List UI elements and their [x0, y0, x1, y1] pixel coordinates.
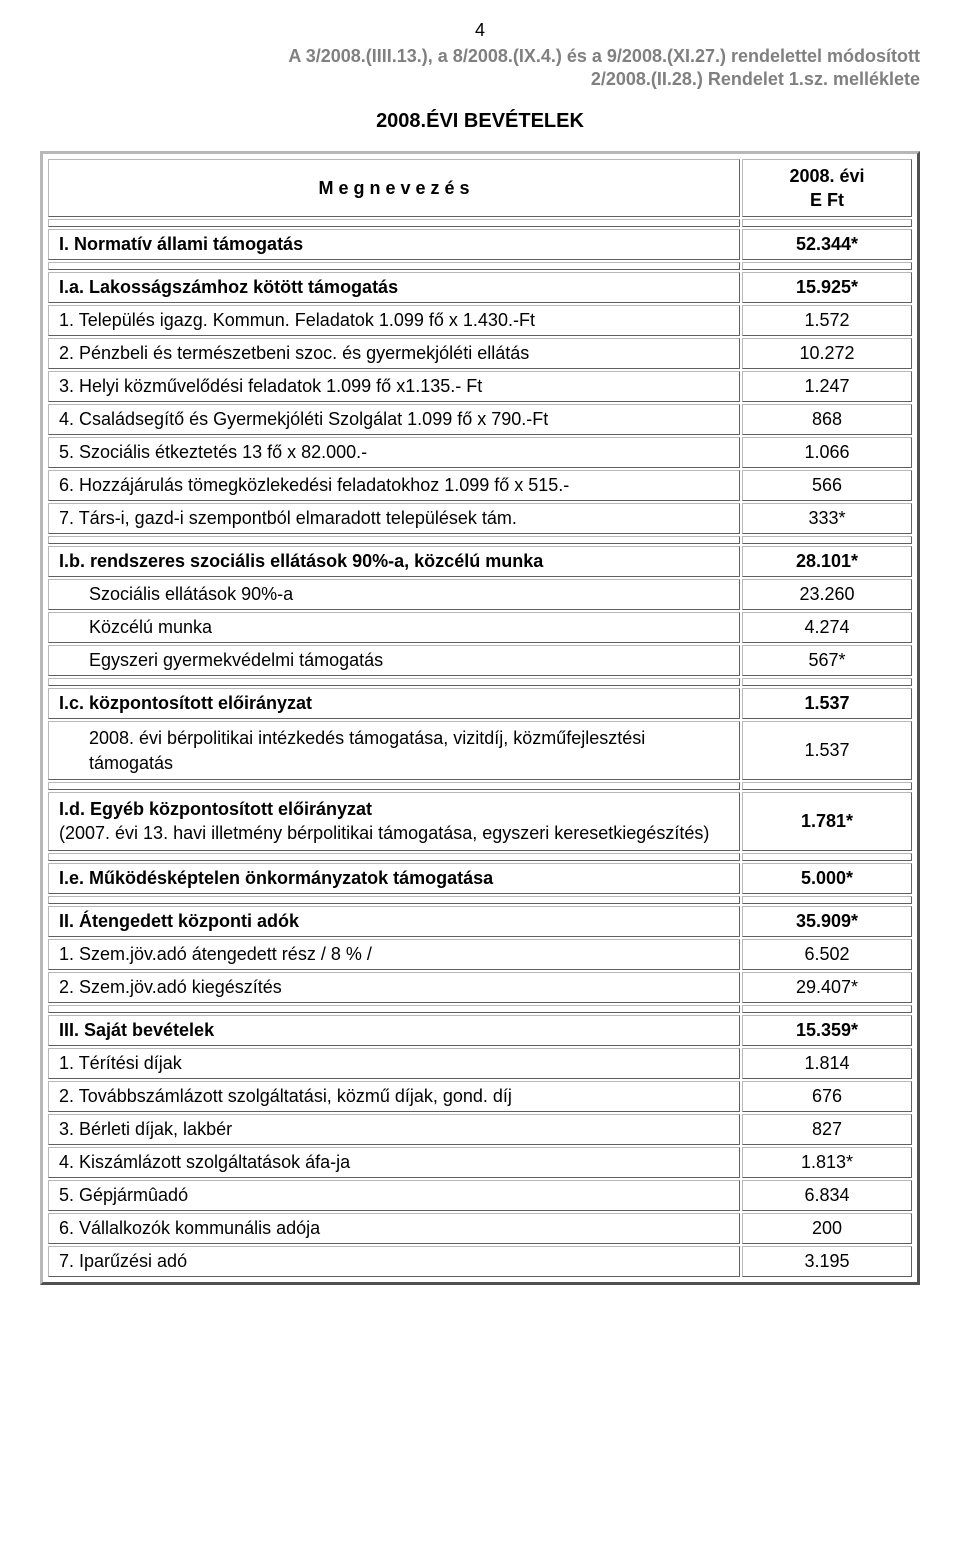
row-label: 1. Szem.jöv.adó átengedett rész / 8 % /	[48, 939, 740, 970]
table-row: 6. Hozzájárulás tömegközlekedési feladat…	[48, 470, 912, 501]
row-value: 6.834	[742, 1180, 912, 1211]
table-row: I.e. Működésképtelen önkormányzatok támo…	[48, 863, 912, 894]
doc-title: 2008.ÉVI BEVÉTELEK	[40, 110, 920, 133]
row-label: Szociális ellátások 90%-a	[48, 579, 740, 610]
table-row: I.b. rendszeres szociális ellátások 90%-…	[48, 546, 912, 577]
table-row: 2. Pénzbeli és természetbeni szoc. és gy…	[48, 338, 912, 369]
row-label: I.b. rendszeres szociális ellátások 90%-…	[48, 546, 740, 577]
row-value: 567*	[742, 645, 912, 676]
row-label: 2. Szem.jöv.adó kiegészítés	[48, 972, 740, 1003]
table-row: I.a. Lakosságszámhoz kötött támogatás 15…	[48, 272, 912, 303]
table-row: I.d. Egyéb központosított előirányzat (2…	[48, 792, 912, 851]
table-row: 1. Térítési díjak1.814	[48, 1048, 912, 1079]
table-row: Közcélú munka4.274	[48, 612, 912, 643]
row-label: 4. Kiszámlázott szolgáltatások áfa-ja	[48, 1147, 740, 1178]
row-label: 2. Továbbszámlázott szolgáltatási, közmű…	[48, 1081, 740, 1112]
budget-table: M e g n e v e z é s 2008. évi E Ft I. No…	[46, 157, 914, 1279]
header-value: 2008. évi E Ft	[742, 159, 912, 218]
row-value: 1.813*	[742, 1147, 912, 1178]
row-label: 5. Szociális étkeztetés 13 fő x 82.000.-	[48, 437, 740, 468]
row-label: 3. Helyi közművelődési feladatok 1.099 f…	[48, 371, 740, 402]
row-value: 52.344*	[742, 229, 912, 260]
table-row: 2. Továbbszámlázott szolgáltatási, közmű…	[48, 1081, 912, 1112]
table-row: I. Normatív állami támogatás 52.344*	[48, 229, 912, 260]
row-label: 6. Vállalkozók kommunális adója	[48, 1213, 740, 1244]
row-label: I.c. központosított előirányzat	[48, 688, 740, 719]
id-detail: (2007. évi 13. havi illetmény bérpolitik…	[59, 823, 709, 843]
row-value: 1.066	[742, 437, 912, 468]
row-value: 868	[742, 404, 912, 435]
table-row: 1. Település igazg. Kommun. Feladatok 1.…	[48, 305, 912, 336]
row-label: 3. Bérleti díjak, lakbér	[48, 1114, 740, 1145]
row-label: III. Saját bevételek	[48, 1015, 740, 1046]
table-row: 2008. évi bérpolitikai intézkedés támoga…	[48, 721, 912, 780]
row-value: 15.359*	[742, 1015, 912, 1046]
row-label: II. Átengedett központi adók	[48, 906, 740, 937]
row-label: 5. Gépjármûadó	[48, 1180, 740, 1211]
header-label: M e g n e v e z é s	[48, 159, 740, 218]
table-row: II. Átengedett központi adók 35.909*	[48, 906, 912, 937]
row-value: 28.101*	[742, 546, 912, 577]
row-label: I.d. Egyéb központosított előirányzat (2…	[48, 792, 740, 851]
row-label: Közcélú munka	[48, 612, 740, 643]
table-row: Szociális ellátások 90%-a23.260	[48, 579, 912, 610]
row-label: 7. Társ-i, gazd-i szempontból elmaradott…	[48, 503, 740, 534]
row-value: 1.814	[742, 1048, 912, 1079]
row-value: 1.537	[742, 688, 912, 719]
table-row: 1. Szem.jöv.adó átengedett rész / 8 % /6…	[48, 939, 912, 970]
row-label: I.a. Lakosságszámhoz kötött támogatás	[48, 272, 740, 303]
row-value: 676	[742, 1081, 912, 1112]
doc-reference: A 3/2008.(IIII.13.), a 8/2008.(IX.4.) és…	[40, 45, 920, 92]
row-label: 6. Hozzájárulás tömegközlekedési feladat…	[48, 470, 740, 501]
table-row: 2. Szem.jöv.adó kiegészítés29.407*	[48, 972, 912, 1003]
page-number: 4	[40, 20, 920, 41]
budget-table-container: M e g n e v e z é s 2008. évi E Ft I. No…	[40, 151, 920, 1285]
row-value: 5.000*	[742, 863, 912, 894]
table-row: 4. Kiszámlázott szolgáltatások áfa-ja1.8…	[48, 1147, 912, 1178]
row-value: 1.247	[742, 371, 912, 402]
table-header-row: M e g n e v e z é s 2008. évi E Ft	[48, 159, 912, 218]
table-row: 5. Szociális étkeztetés 13 fő x 82.000.-…	[48, 437, 912, 468]
row-label: 7. Iparűzési adó	[48, 1246, 740, 1277]
doc-ref-line-1: A 3/2008.(IIII.13.), a 8/2008.(IX.4.) és…	[288, 46, 920, 66]
table-row: 7. Iparűzési adó3.195	[48, 1246, 912, 1277]
row-value: 1.781*	[742, 792, 912, 851]
row-value: 10.272	[742, 338, 912, 369]
row-value: 4.274	[742, 612, 912, 643]
table-row: 3. Helyi közművelődési feladatok 1.099 f…	[48, 371, 912, 402]
row-label: 1. Térítési díjak	[48, 1048, 740, 1079]
row-label: 1. Település igazg. Kommun. Feladatok 1.…	[48, 305, 740, 336]
row-label: Egyszeri gyermekvédelmi támogatás	[48, 645, 740, 676]
table-row: 5. Gépjármûadó6.834	[48, 1180, 912, 1211]
table-row: 7. Társ-i, gazd-i szempontból elmaradott…	[48, 503, 912, 534]
row-value: 3.195	[742, 1246, 912, 1277]
row-label: 2008. évi bérpolitikai intézkedés támoga…	[48, 721, 740, 780]
row-value: 200	[742, 1213, 912, 1244]
row-label: I. Normatív állami támogatás	[48, 229, 740, 260]
table-row: 3. Bérleti díjak, lakbér827	[48, 1114, 912, 1145]
row-value: 1.537	[742, 721, 912, 780]
table-row: Egyszeri gyermekvédelmi támogatás567*	[48, 645, 912, 676]
id-bold-part: I.d. Egyéb központosított előirányzat	[59, 799, 372, 819]
row-value: 23.260	[742, 579, 912, 610]
table-row: I.c. központosított előirányzat 1.537	[48, 688, 912, 719]
row-value: 35.909*	[742, 906, 912, 937]
row-label: I.e. Működésképtelen önkormányzatok támo…	[48, 863, 740, 894]
row-label: 4. Családsegítő és Gyermekjóléti Szolgál…	[48, 404, 740, 435]
row-value: 6.502	[742, 939, 912, 970]
row-value: 333*	[742, 503, 912, 534]
row-value: 827	[742, 1114, 912, 1145]
table-row: III. Saját bevételek 15.359*	[48, 1015, 912, 1046]
table-row: 4. Családsegítő és Gyermekjóléti Szolgál…	[48, 404, 912, 435]
row-value: 1.572	[742, 305, 912, 336]
doc-ref-line-2: 2/2008.(II.28.) Rendelet 1.sz. melléklet…	[591, 69, 920, 89]
row-value: 29.407*	[742, 972, 912, 1003]
row-label: 2. Pénzbeli és természetbeni szoc. és gy…	[48, 338, 740, 369]
row-value: 566	[742, 470, 912, 501]
row-value: 15.925*	[742, 272, 912, 303]
table-row: 6. Vállalkozók kommunális adója200	[48, 1213, 912, 1244]
